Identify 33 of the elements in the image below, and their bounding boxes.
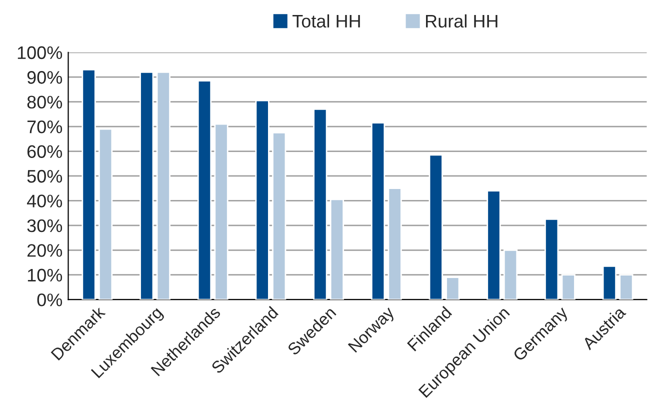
y-tick-label: 80% [27,96,62,109]
bar [82,68,96,300]
bar [602,266,616,300]
y-tick-label: 60% [27,145,62,158]
y-tick-label: 10% [28,268,62,282]
y-tick-label: 30% [27,219,62,232]
bar [388,188,402,300]
bar [486,190,501,300]
bar [197,80,212,300]
bar [561,274,576,300]
bar [156,71,170,300]
y-tick-label: 0% [37,294,62,306]
legend-label: Total HH [292,14,360,28]
bar [140,71,154,300]
y-tick-label: 70% [27,120,62,134]
bar [503,249,518,300]
bar [272,132,286,300]
bar [544,218,559,300]
bar [214,123,228,300]
y-tick-label: 90% [27,71,62,84]
y-tick-label: 100% [18,46,62,60]
bar [330,198,344,300]
bar [619,274,634,300]
bar [98,128,113,300]
bar [313,108,328,300]
bar [428,154,443,300]
y-tick-label: 40% [26,194,62,208]
y-tick-label: 50% [27,170,62,183]
bar [370,122,386,300]
bar [446,276,460,300]
y-tick-label: 20% [27,244,62,257]
bar [255,100,270,300]
legend-label: Rural HH [426,14,498,28]
